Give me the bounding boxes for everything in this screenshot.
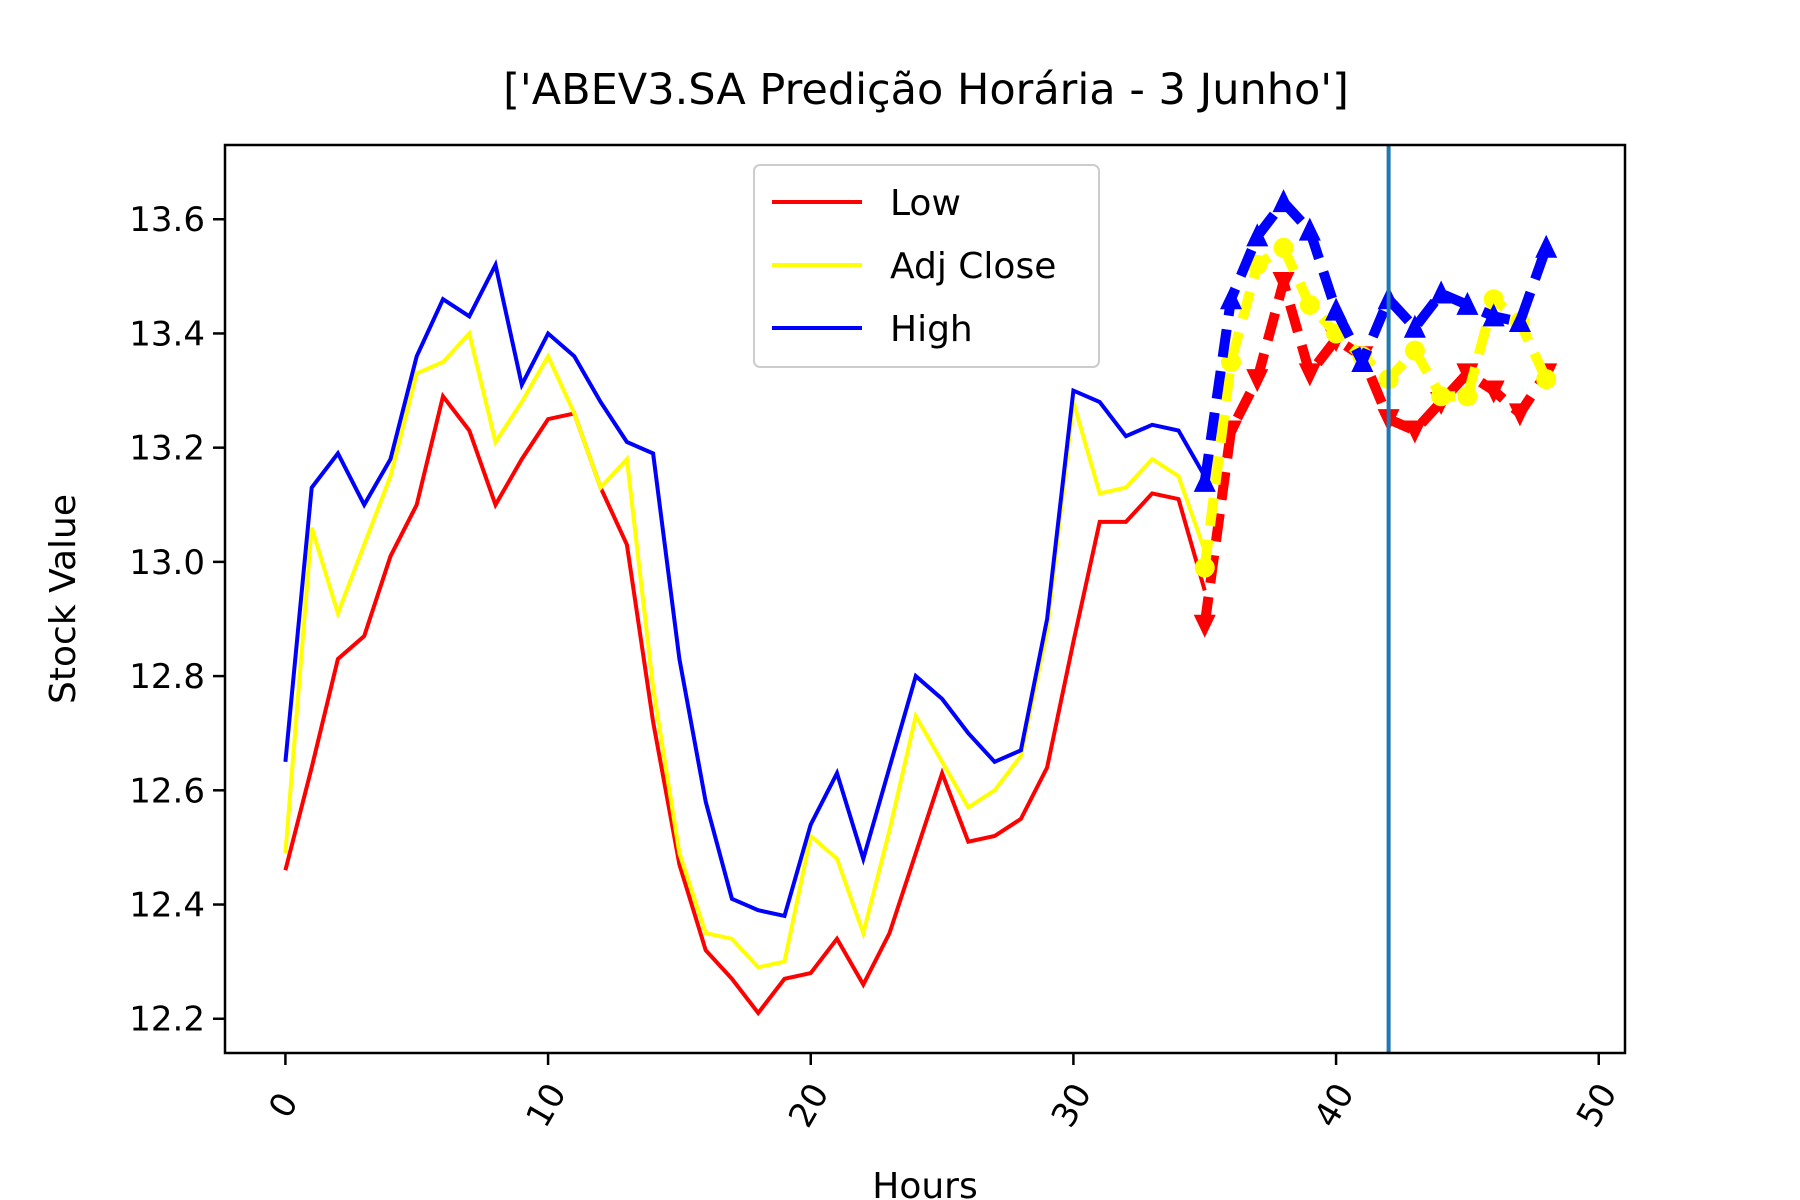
y-axis-label: Stock Value xyxy=(43,494,84,704)
prediction-point-high xyxy=(1351,349,1374,373)
y-tick-label: 12.2 xyxy=(129,1000,205,1040)
prediction-point-high xyxy=(1246,223,1269,247)
prediction-point-adj-close xyxy=(1483,289,1504,310)
prediction-point-low xyxy=(1482,380,1505,404)
y-axis: 12.2 12.4 12.6 12.8 13.0 13.2 13.4 13.6 xyxy=(129,200,225,1040)
prediction-point-adj-close xyxy=(1431,386,1452,407)
prediction-point-low xyxy=(1508,403,1531,427)
prediction-point-adj-close xyxy=(1457,386,1478,407)
prediction-point-low xyxy=(1193,614,1216,638)
legend: Low Adj Close High xyxy=(753,164,1100,368)
y-tick-label: 12.8 xyxy=(129,657,205,697)
series-line-high xyxy=(283,259,1207,919)
y-tick-label: 13.0 xyxy=(129,543,205,583)
prediction-point-high xyxy=(1220,286,1243,310)
y-tick-label: 12.6 xyxy=(129,771,205,811)
legend-items: Low Adj Close High xyxy=(772,183,1056,350)
chart-title: ['ABEV3.SA Predição Horária - 3 Junho'] xyxy=(503,65,1349,115)
prediction-point-adj-close xyxy=(1299,294,1320,315)
prediction-point-high xyxy=(1456,291,1479,315)
prediction-point-adj-close xyxy=(1194,557,1215,578)
legend-label-low: Low xyxy=(890,183,961,224)
prediction-point-high xyxy=(1272,189,1295,213)
legend-label-high: High xyxy=(890,309,973,350)
plot-frame xyxy=(223,143,1627,1055)
prediction-point-high xyxy=(1325,297,1348,321)
prediction-point-low xyxy=(1246,369,1269,393)
y-tick-label: 13.6 xyxy=(129,200,205,240)
legend-label-adj-close: Adj Close xyxy=(890,246,1056,287)
prediction-point-adj-close xyxy=(1404,340,1425,361)
prediction-point-adj-close xyxy=(1536,369,1557,390)
prediction-point-high xyxy=(1403,314,1426,338)
prediction-point-high xyxy=(1482,303,1505,327)
prediction-point-high xyxy=(1193,468,1216,492)
y-tick-label: 13.4 xyxy=(129,314,205,354)
prediction-point-high xyxy=(1535,234,1558,258)
x-axis-label: Hours xyxy=(872,1166,977,1200)
plot-area xyxy=(283,145,1558,1053)
prediction-point-adj-close xyxy=(1273,237,1294,258)
prediction-point-high xyxy=(1430,280,1453,304)
prediction-point-low xyxy=(1272,272,1295,296)
prediction-point-low xyxy=(1298,363,1321,387)
prediction-point-low xyxy=(1403,420,1426,444)
prediction-point-high xyxy=(1508,309,1531,333)
y-tick-label: 13.2 xyxy=(129,429,205,469)
y-tick-label: 12.4 xyxy=(129,886,205,926)
legend-box xyxy=(753,164,1100,368)
prediction-point-high xyxy=(1298,217,1321,241)
series-line-low xyxy=(283,391,1207,1017)
